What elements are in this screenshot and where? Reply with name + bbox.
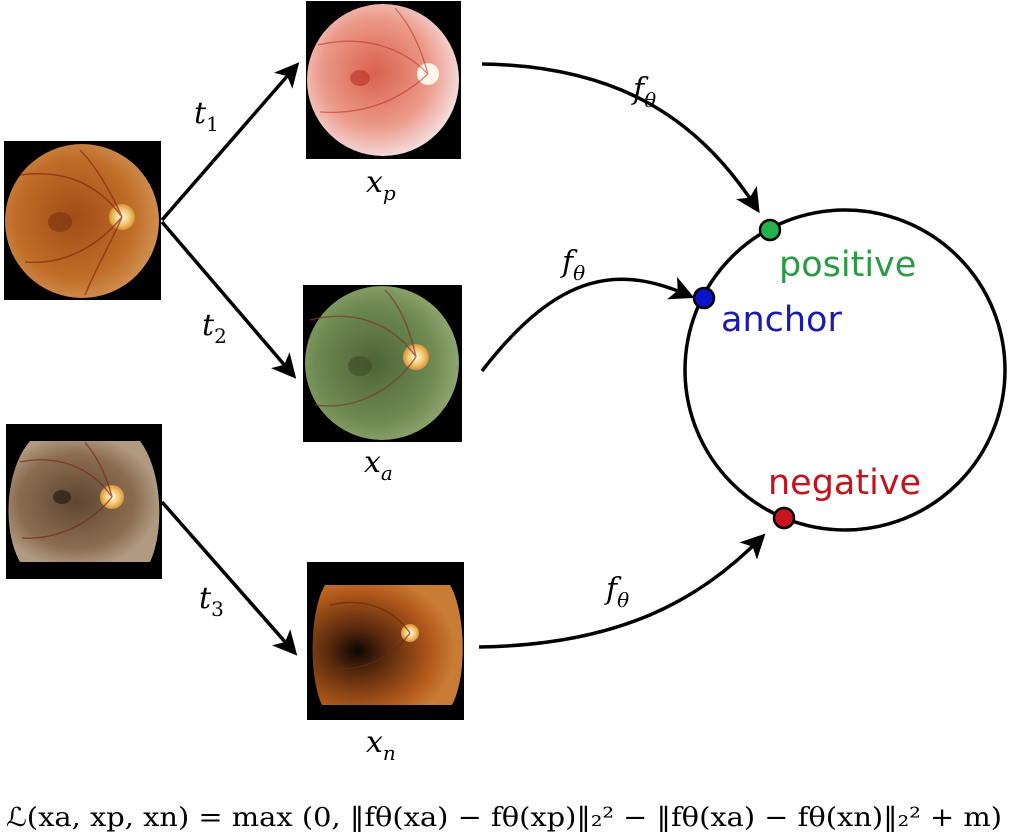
label-f-theta-3: fθ bbox=[604, 572, 629, 612]
positive-point bbox=[758, 218, 782, 242]
label-t1: t1 bbox=[194, 96, 219, 136]
arrow-t2 bbox=[160, 220, 297, 379]
label-x-n: xn bbox=[366, 725, 396, 765]
loss-formula: ℒ(xa, xp, xn) = max (0, ‖fθ(xa) − fθ(xp)… bbox=[6, 803, 1002, 833]
arrow-t1 bbox=[160, 62, 300, 222]
negative-label: negative bbox=[768, 463, 921, 503]
label-t2: t2 bbox=[202, 308, 227, 348]
arrow-t3 bbox=[160, 500, 298, 656]
image-x-n bbox=[307, 562, 464, 720]
positive-label: positive bbox=[779, 245, 916, 285]
label-x-a: xa bbox=[364, 445, 393, 485]
image-x-p bbox=[306, 1, 461, 159]
source-image-2 bbox=[6, 424, 162, 579]
embedding-sphere bbox=[683, 208, 1007, 532]
negative-point bbox=[772, 506, 796, 530]
image-x-a bbox=[303, 285, 462, 442]
anchor-point bbox=[692, 286, 716, 310]
label-f-theta-2: fθ bbox=[560, 245, 585, 285]
anchor-label: anchor bbox=[721, 300, 842, 340]
arrow-encode-positive bbox=[481, 62, 760, 214]
label-t3: t3 bbox=[199, 581, 224, 621]
arrow-encode-anchor bbox=[480, 276, 695, 373]
source-image-1 bbox=[4, 141, 161, 300]
arrow-encode-negative bbox=[478, 533, 766, 649]
label-x-p: xp bbox=[366, 165, 396, 205]
label-f-theta-1: fθ bbox=[631, 72, 656, 112]
